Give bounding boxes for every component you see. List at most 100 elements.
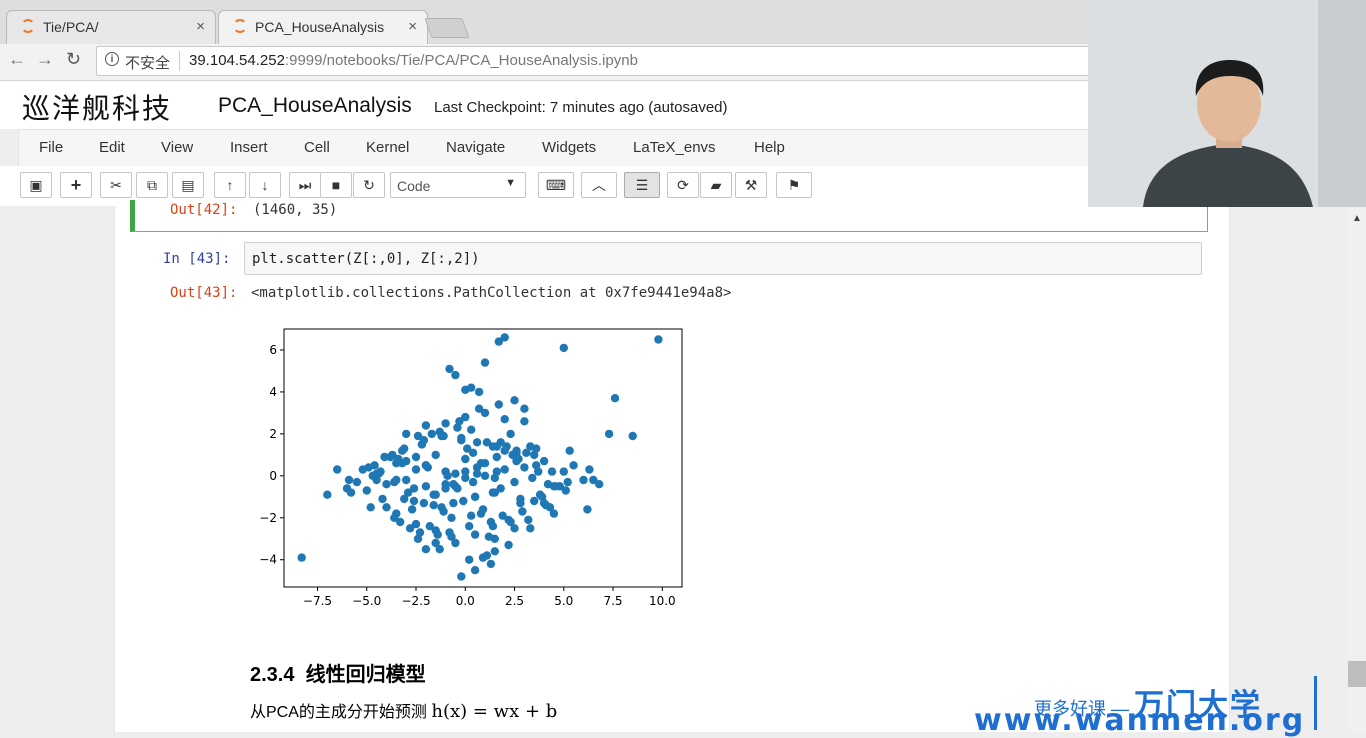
- watermark-url: www.wanmen.org: [974, 703, 1306, 738]
- scatter-point: [467, 425, 476, 434]
- scatter-point: [376, 467, 385, 476]
- watermark-tagline: 更多好课 — 万门大学: [1034, 688, 1263, 723]
- scatter-point: [502, 442, 511, 451]
- info-icon[interactable]: i: [105, 52, 119, 66]
- menu-view[interactable]: View: [161, 139, 194, 156]
- scatter-point: [484, 532, 494, 541]
- notebook-name[interactable]: PCA_HouseAnalysis: [218, 94, 412, 117]
- move-down-icon[interactable]: ↓: [249, 172, 281, 198]
- checkpoint-status: Last Checkpoint: 7 minutes ago (autosave…: [434, 99, 728, 116]
- scatter-point: [585, 465, 594, 474]
- scatter-point: [429, 501, 438, 510]
- tab-close-icon[interactable]: ×: [408, 18, 417, 35]
- chevron-up-icon[interactable]: ︿: [581, 172, 617, 198]
- scatter-point: [409, 484, 419, 493]
- dropdown-caret-icon: ▼: [505, 177, 516, 189]
- scatter-point: [520, 463, 529, 472]
- scatter-point: [500, 333, 509, 342]
- scatter-point: [579, 475, 588, 485]
- x-tick-label: 0.0: [456, 594, 475, 608]
- browser-tab-tie-pca[interactable]: Tie/PCA/ ×: [6, 10, 216, 44]
- forward-arrow-icon[interactable]: →: [36, 49, 54, 69]
- scatter-point: [396, 517, 405, 527]
- move-up-icon[interactable]: ↑: [214, 172, 246, 198]
- scatter-point: [386, 452, 395, 462]
- scatter-point: [465, 522, 474, 531]
- section-paragraph: 从PCA的主成分开始预测 h(x) = wx + b: [250, 701, 558, 722]
- scatter-point: [417, 440, 427, 449]
- jupyter-spinner-icon: [21, 19, 35, 33]
- hammer-icon[interactable]: ⚑: [776, 172, 812, 198]
- wrench-icon[interactable]: ⚒: [735, 172, 767, 198]
- scatter-point: [453, 484, 462, 493]
- x-tick-label: −2.5: [401, 594, 430, 608]
- scatter-point: [510, 477, 519, 487]
- scatter-point: [402, 475, 411, 485]
- logo[interactable]: 巡洋舰科技: [22, 92, 173, 125]
- url-text[interactable]: 39.104.54.252:9999/notebooks/Tie/PCA/PCA…: [189, 52, 638, 69]
- add-cell-icon[interactable]: +: [60, 172, 92, 198]
- address-bar[interactable]: i 不安全 39.104.54.252:9999/notebooks/Tie/P…: [96, 46, 1098, 76]
- menu-latex-envs[interactable]: LaTeX_envs: [633, 139, 716, 156]
- keyboard-icon[interactable]: ⌨: [538, 172, 574, 198]
- menu-help[interactable]: Help: [754, 139, 785, 156]
- scatter-point: [333, 465, 342, 474]
- scatter-point: [405, 524, 415, 533]
- scatter-point: [518, 507, 527, 516]
- math-formula: h(x) = wx + b: [431, 701, 558, 722]
- scatter-point: [480, 471, 490, 480]
- menu-edit[interactable]: Edit: [99, 139, 125, 156]
- scatter-point: [451, 538, 460, 548]
- menu-cell[interactable]: Cell: [304, 139, 330, 156]
- book-icon[interactable]: ▰: [700, 172, 732, 198]
- browser-tab-pca-houseanalysis[interactable]: PCA_HouseAnalysis ×: [218, 10, 428, 44]
- scatter-point: [461, 473, 470, 483]
- scatter-point: [403, 488, 413, 497]
- scatter-point: [344, 475, 354, 485]
- restart-icon[interactable]: ↻: [353, 172, 385, 198]
- copy-icon[interactable]: ⧉: [136, 172, 168, 198]
- new-tab-button[interactable]: [424, 18, 470, 38]
- menu-file[interactable]: File: [39, 139, 64, 156]
- selected-output-cell[interactable]: Out[42]: (1460, 35): [130, 200, 1208, 232]
- scatter-point: [449, 498, 458, 508]
- cut-icon[interactable]: ✂: [100, 172, 132, 198]
- presenter-image: [1088, 0, 1366, 207]
- tab-label: PCA_HouseAnalysis: [255, 19, 385, 35]
- run-icon[interactable]: ⏭: [289, 172, 321, 198]
- refresh-icon[interactable]: ⟳: [667, 172, 699, 198]
- reload-icon[interactable]: ↻: [66, 49, 82, 69]
- scatter-point: [589, 475, 598, 485]
- menu-insert[interactable]: Insert: [230, 139, 268, 156]
- output-text: (1460, 35): [253, 202, 338, 218]
- scroll-up-icon[interactable]: ▲: [1352, 213, 1362, 224]
- save-icon[interactable]: ▣: [20, 172, 52, 198]
- scatter-point: [470, 530, 480, 539]
- page-scrollbar[interactable]: ▲: [1348, 207, 1366, 732]
- code-text[interactable]: plt.scatter(Z[:,0], Z[:,2]): [252, 251, 480, 267]
- scatter-point: [413, 534, 423, 543]
- scatter-point: [372, 475, 381, 485]
- menu-kernel[interactable]: Kernel: [366, 139, 410, 156]
- back-arrow-icon[interactable]: ←: [8, 49, 26, 69]
- tab-close-icon[interactable]: ×: [196, 18, 205, 35]
- code-cell-input[interactable]: plt.scatter(Z[:,0], Z[:,2]): [244, 242, 1202, 275]
- scatter-point: [478, 505, 488, 514]
- scatter-point: [530, 496, 539, 506]
- scatter-point: [520, 417, 529, 426]
- cell-type-select[interactable]: Code ▼: [390, 172, 526, 198]
- input-prompt: In [43]:: [163, 251, 231, 267]
- stop-icon[interactable]: ■: [320, 172, 352, 198]
- toc-list-icon[interactable]: ☰: [624, 172, 660, 198]
- scatter-point: [537, 492, 547, 501]
- scatter-point: [413, 431, 423, 441]
- y-tick-label: −4: [259, 553, 277, 567]
- scatter-point: [382, 503, 391, 512]
- paste-icon[interactable]: ▤: [172, 172, 204, 198]
- scrollbar-thumb[interactable]: [1348, 661, 1366, 687]
- plot-frame: [283, 328, 683, 588]
- x-tick-label: −7.5: [303, 594, 332, 608]
- menu-widgets[interactable]: Widgets: [542, 139, 597, 156]
- menu-navigate[interactable]: Navigate: [446, 139, 506, 156]
- scatter-point: [530, 450, 539, 460]
